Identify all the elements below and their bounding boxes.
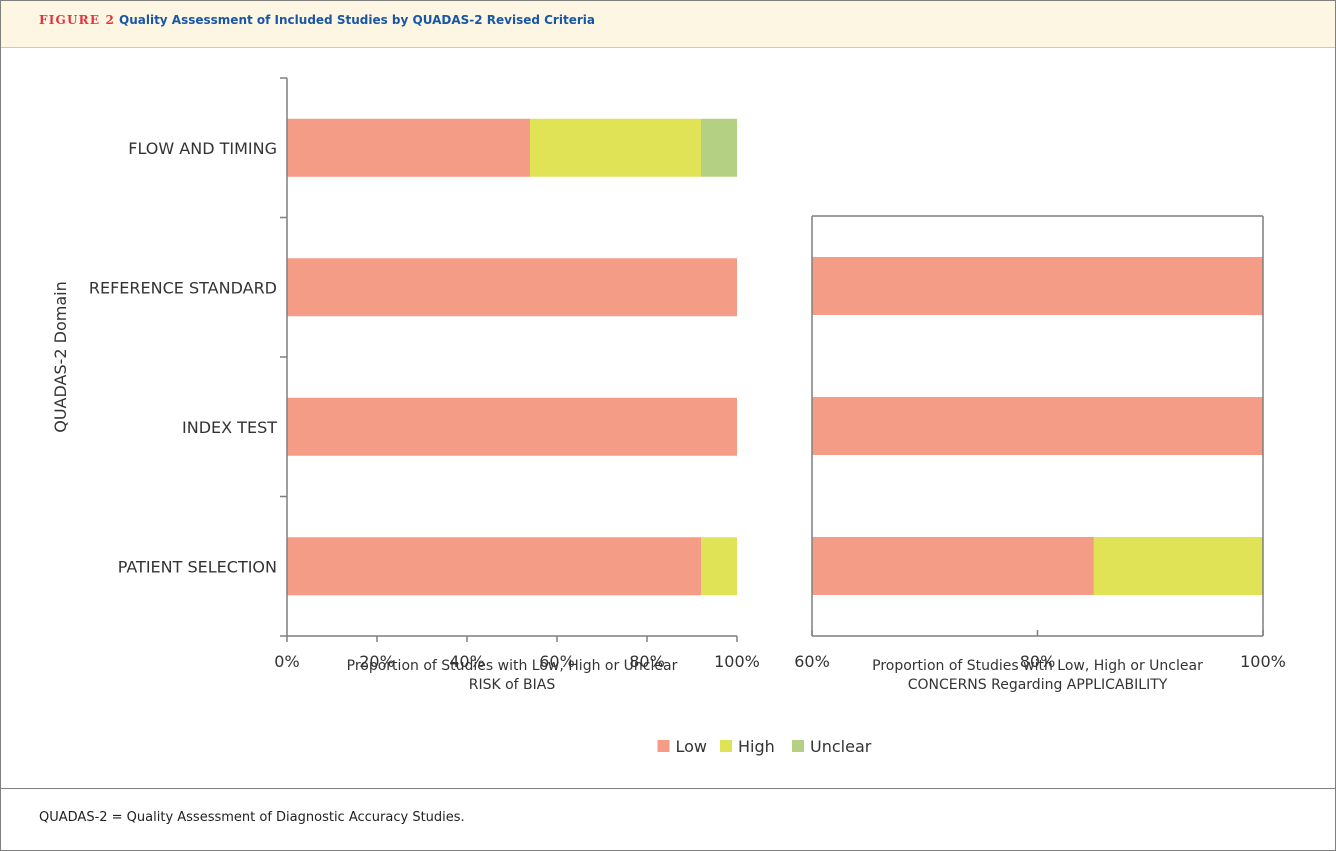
figure-title: Quality Assessment of Included Studies b… (119, 13, 595, 27)
figure-header: FIGURE 2 Quality Assessment of Included … (1, 1, 1335, 48)
x-tick-label-60: 60% (794, 652, 830, 671)
x-tick-label-60: 60% (539, 652, 575, 671)
legend-swatch-low (657, 740, 670, 752)
x-axis-title-line-2: CONCERNS Regarding APPLICABILITY (908, 677, 1168, 693)
x-tick-label-40: 40% (449, 652, 485, 671)
bar-flow-and-timing-low-bias (287, 118, 530, 177)
bar-index-test-low-applicability (812, 397, 1263, 455)
x-tick-label-80: 80% (1020, 652, 1056, 671)
bar-reference-standard-low-applicability (812, 257, 1263, 315)
legend-swatch-unclear (792, 740, 804, 752)
bar-patient-selection-high-applicability (1093, 537, 1263, 595)
legend-swatch-high (720, 740, 732, 752)
legend-label-high: High (738, 737, 775, 756)
bar-index-test-low-bias (287, 397, 737, 456)
x-axis-title-line-2: RISK of BIAS (469, 677, 556, 693)
footnote-divider (1, 788, 1335, 789)
bar-flow-and-timing-high-bias (530, 118, 701, 177)
category-label-flow-and-timing: FLOW AND TIMING (128, 139, 277, 158)
x-tick-label-80: 80% (629, 652, 665, 671)
legend-label-unclear: Unclear (810, 737, 872, 756)
bar-patient-selection-low-bias (287, 537, 701, 596)
x-tick-label-100: 100% (714, 652, 760, 671)
bar-patient-selection-high-bias (701, 537, 737, 596)
bar-reference-standard-low-bias (287, 258, 737, 317)
category-label-index-test: INDEX TEST (182, 418, 277, 437)
y-axis-title: QUADAS-2 Domain (51, 281, 70, 433)
figure-footnote: QUADAS-2 = Quality Assessment of Diagnos… (39, 810, 465, 825)
bar-flow-and-timing-unclear-bias (701, 118, 737, 177)
x-tick-label-0: 0% (274, 652, 299, 671)
legend-label-low: Low (676, 737, 708, 756)
figure-label: FIGURE 2 (39, 13, 116, 27)
x-tick-label-100: 100% (1240, 652, 1286, 671)
category-label-patient-selection: PATIENT SELECTION (118, 557, 277, 576)
x-tick-label-20: 20% (359, 652, 395, 671)
x-axis-title-line-1: Proportion of Studies with Low, High or … (872, 658, 1203, 674)
quadas-chart: FLOW AND TIMING REFERENCE STANDARD INDEX T… (51, 77, 1286, 756)
x-axis-title-line-1: Proportion of Studies with Low, High or … (347, 658, 678, 674)
bar-patient-selection-low-applicability (812, 537, 1094, 595)
category-label-reference-standard: REFERENCE STANDARD (89, 278, 277, 297)
